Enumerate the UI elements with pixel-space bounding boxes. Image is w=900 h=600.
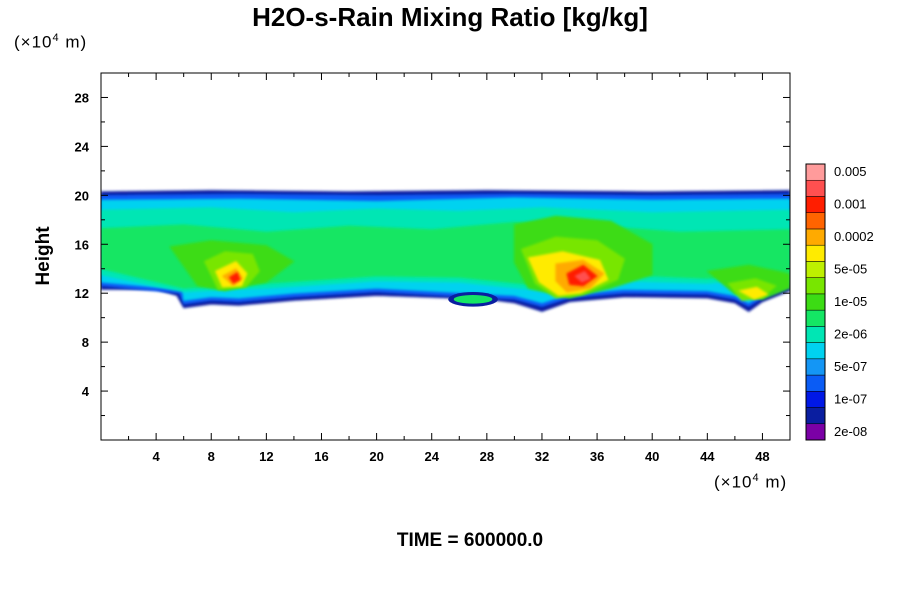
colorbar-swatch — [805, 407, 826, 425]
plot-frame — [100, 72, 791, 441]
band-2e-04-right — [738, 286, 769, 300]
colorbar-swatch — [805, 277, 826, 295]
colorbar-swatch — [805, 423, 826, 441]
x-tick-label: 4 — [153, 449, 161, 464]
colorbar-label: 0.001 — [834, 197, 867, 212]
colorbar-swatch — [805, 261, 826, 278]
y-tick-label: 8 — [82, 335, 89, 350]
band-5e-03-core — [574, 270, 591, 283]
y-tick-label: 4 — [82, 384, 90, 399]
y-tick-label: 16 — [75, 237, 89, 252]
x-axis: 4 8 12 16 20 24 28 32 36 40 44 48 — [128, 73, 770, 464]
y-axis-title: Height — [33, 226, 54, 286]
colorbar-label: 1e-07 — [834, 391, 867, 406]
colorbar-swatch — [805, 293, 826, 311]
y-axis: 4 8 12 16 20 24 28 — [75, 90, 790, 417]
colorbar-swatch — [805, 374, 826, 392]
band-1e-03-left — [228, 271, 241, 284]
colorbar-label: 1e-05 — [834, 294, 867, 309]
colorbar-swatch — [805, 326, 826, 343]
colorbar-label: 0.005 — [834, 164, 867, 179]
x-tick-label: 44 — [700, 449, 715, 464]
colorbar-swatch — [805, 358, 826, 376]
colorbar-label: 5e-05 — [834, 262, 867, 277]
x-tick-label: 8 — [208, 449, 215, 464]
x-tick-label: 48 — [755, 449, 769, 464]
rain-mixing-ratio-field — [101, 190, 790, 312]
colorbar-frame — [805, 163, 826, 441]
colorbar-swatch — [805, 309, 826, 327]
x-tick-label: 36 — [590, 449, 604, 464]
x-tick-label: 40 — [645, 449, 659, 464]
colorbar-swatch — [805, 244, 826, 262]
isolated-cell-inner — [453, 295, 493, 304]
x-tick-label: 20 — [369, 449, 383, 464]
x-tick-label: 32 — [535, 449, 549, 464]
y-axis-unit-label: (×104 m) — [14, 32, 88, 52]
colorbar-swatch — [805, 196, 826, 213]
time-label: TIME = 600000.0 — [396, 530, 544, 551]
x-tick-label: 28 — [480, 449, 494, 464]
colorbar-swatch — [805, 163, 826, 181]
x-tick-label: 12 — [259, 449, 273, 464]
x-axis-unit-label: (×104 m) — [714, 472, 788, 492]
y-tick-label: 28 — [75, 90, 89, 105]
colorbar-label: 5e-07 — [834, 359, 867, 374]
x-tick-label: 16 — [314, 449, 328, 464]
colorbar-swatch — [805, 342, 826, 360]
x-tick-label: 24 — [424, 449, 439, 464]
colorbar-swatch — [805, 228, 826, 246]
colorbar-legend: 2e-08 1e-07 5e-07 2e-06 1e-05 5e-05 0.0002 0.00… — [805, 163, 874, 441]
chart-title: H2O-s-Rain Mixing Ratio [kg/kg] — [252, 2, 648, 32]
y-tick-label: 20 — [75, 188, 89, 203]
colorbar-swatch — [805, 212, 826, 230]
colorbar-label: 0.0002 — [834, 229, 874, 244]
y-tick-label: 12 — [75, 286, 89, 301]
colorbar-swatch — [805, 179, 826, 197]
colorbar-label: 2e-08 — [834, 424, 867, 439]
y-tick-label: 24 — [75, 139, 90, 154]
colorbar-swatch — [805, 391, 826, 408]
colorbar-label: 2e-06 — [834, 326, 867, 341]
